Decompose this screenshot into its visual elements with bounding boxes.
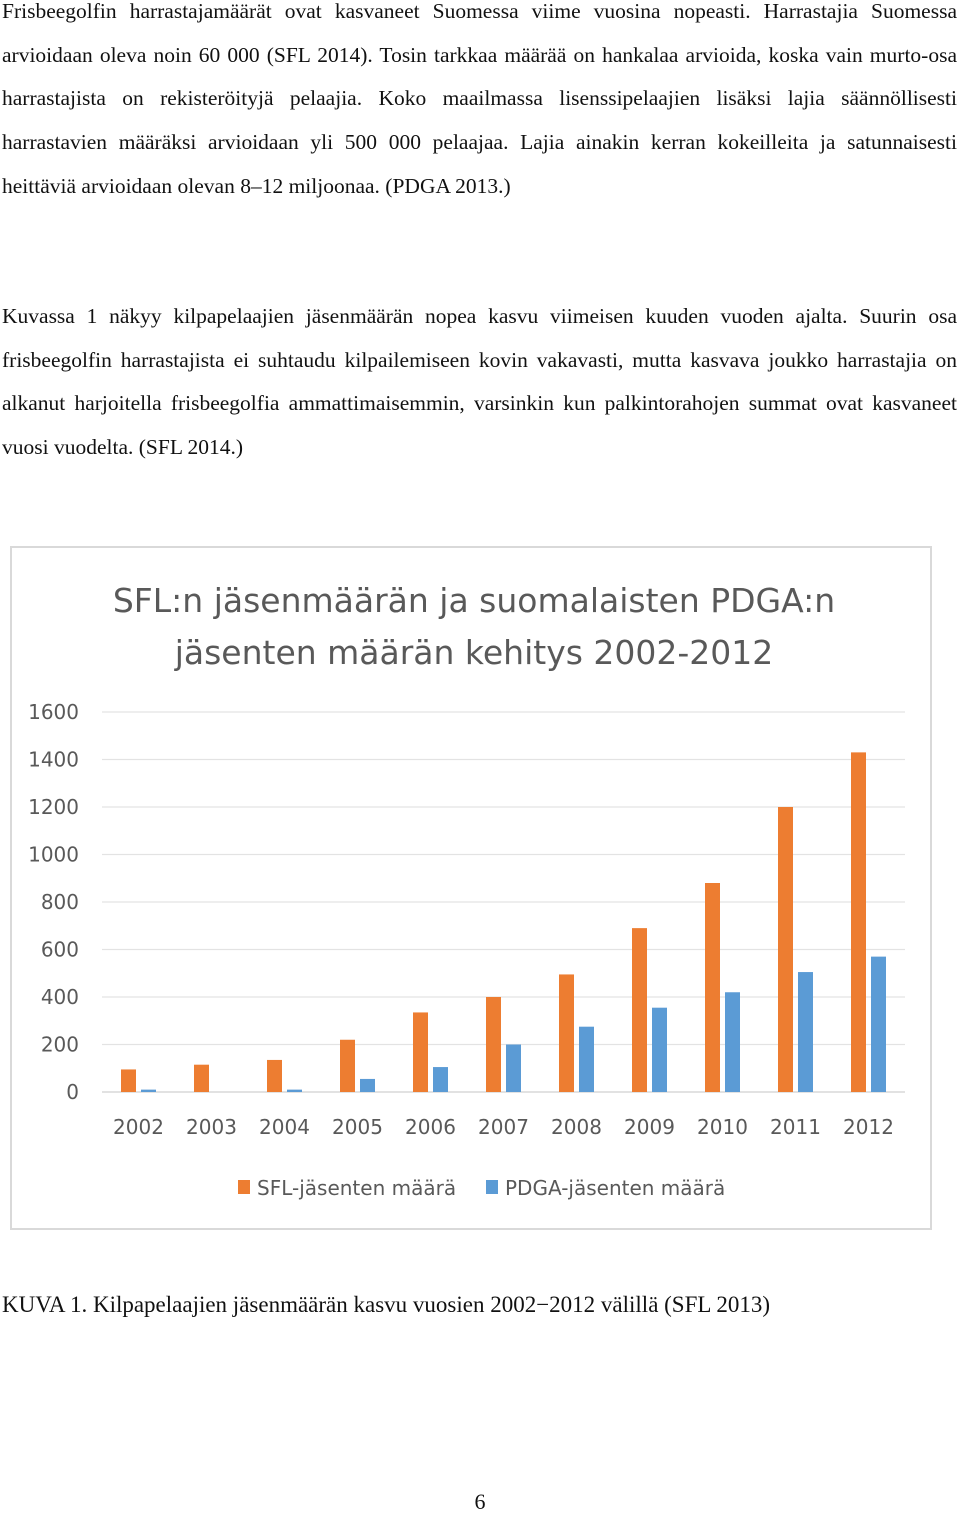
paragraph-2: Kuvassa 1 näkyy kilpapelaajien jäsenmäär…: [2, 304, 957, 460]
pdga-bar: [579, 1026, 594, 1092]
x-tick-label: 2002: [113, 1115, 164, 1139]
x-axis-ticks: 2002 2003 2004 2005 2006 2007 2008 2009 2010 2011…: [113, 1115, 894, 1139]
y-tick-label: 1200: [28, 795, 79, 819]
x-tick-label: 2004: [259, 1115, 310, 1139]
chart-frame: SFL:n jäsenmäärän ja suomalaisten PDGA:n…: [10, 546, 932, 1230]
pdga-bar: [141, 1089, 156, 1092]
sfl-bar: [121, 1069, 136, 1092]
pdga-bar: [798, 972, 813, 1092]
sfl-bar: [486, 997, 501, 1092]
legend-swatch-sfl: [238, 1180, 250, 1194]
figure-caption: KUVA 1. Kilpapelaajien jäsenmäärän kasvu…: [2, 1292, 770, 1317]
x-tick-label: 2011: [770, 1115, 821, 1139]
y-tick-label: 200: [41, 1033, 79, 1057]
chart-gridlines: [102, 711, 905, 1093]
x-tick-label: 2005: [332, 1115, 383, 1139]
x-tick-label: 2012: [843, 1115, 894, 1139]
y-tick-label: 1600: [28, 700, 79, 724]
x-tick-label: 2007: [478, 1115, 529, 1139]
chart-title-line-1: SFL:n jäsenmäärän ja suomalaisten PDGA:n: [113, 581, 835, 620]
pdga-bar: [506, 1044, 521, 1092]
x-tick-label: 2008: [551, 1115, 602, 1139]
pdga-bar: [287, 1089, 302, 1092]
legend-label-pdga: PDGA-jäsenten määrä: [505, 1176, 725, 1200]
paragraph-1: Frisbeegolfin harrastajamäärät ovat kasv…: [2, 0, 957, 198]
y-tick-label: 0: [66, 1080, 79, 1104]
sfl-bar: [559, 974, 574, 1092]
sfl-bar: [340, 1039, 355, 1092]
x-tick-label: 2010: [697, 1115, 748, 1139]
chart-title-line-2: jäsenten määrän kehitys 2002-2012: [174, 633, 774, 672]
legend-swatch-pdga: [486, 1180, 498, 1194]
sfl-bar: [413, 1012, 428, 1092]
y-axis-ticks: 0 200 400 600 800 1000 1200 1400 1600: [28, 700, 79, 1104]
sfl-bar: [778, 807, 793, 1092]
x-tick-label: 2009: [624, 1115, 675, 1139]
chart-legend: SFL-jäsenten määrä PDGA-jäsenten määrä: [238, 1176, 725, 1200]
sfl-bar: [705, 883, 720, 1092]
x-tick-label: 2006: [405, 1115, 456, 1139]
sfl-bar: [194, 1064, 209, 1092]
y-tick-label: 1400: [28, 748, 79, 772]
pdga-bar: [433, 1067, 448, 1092]
y-tick-label: 400: [41, 985, 79, 1009]
y-tick-label: 600: [41, 938, 79, 962]
pdga-bar: [360, 1078, 375, 1092]
pdga-bar: [871, 956, 886, 1092]
page-number: 6: [474, 1489, 486, 1514]
legend-label-sfl: SFL-jäsenten määrä: [257, 1176, 456, 1200]
y-tick-label: 800: [41, 890, 79, 914]
pdga-bar: [652, 1007, 667, 1092]
sfl-bar: [851, 752, 866, 1092]
sfl-bar: [267, 1059, 282, 1092]
pdga-bar: [725, 992, 740, 1092]
y-tick-label: 1000: [28, 843, 79, 867]
chart-bars: [121, 752, 886, 1092]
sfl-bar: [632, 928, 647, 1092]
x-tick-label: 2003: [186, 1115, 237, 1139]
